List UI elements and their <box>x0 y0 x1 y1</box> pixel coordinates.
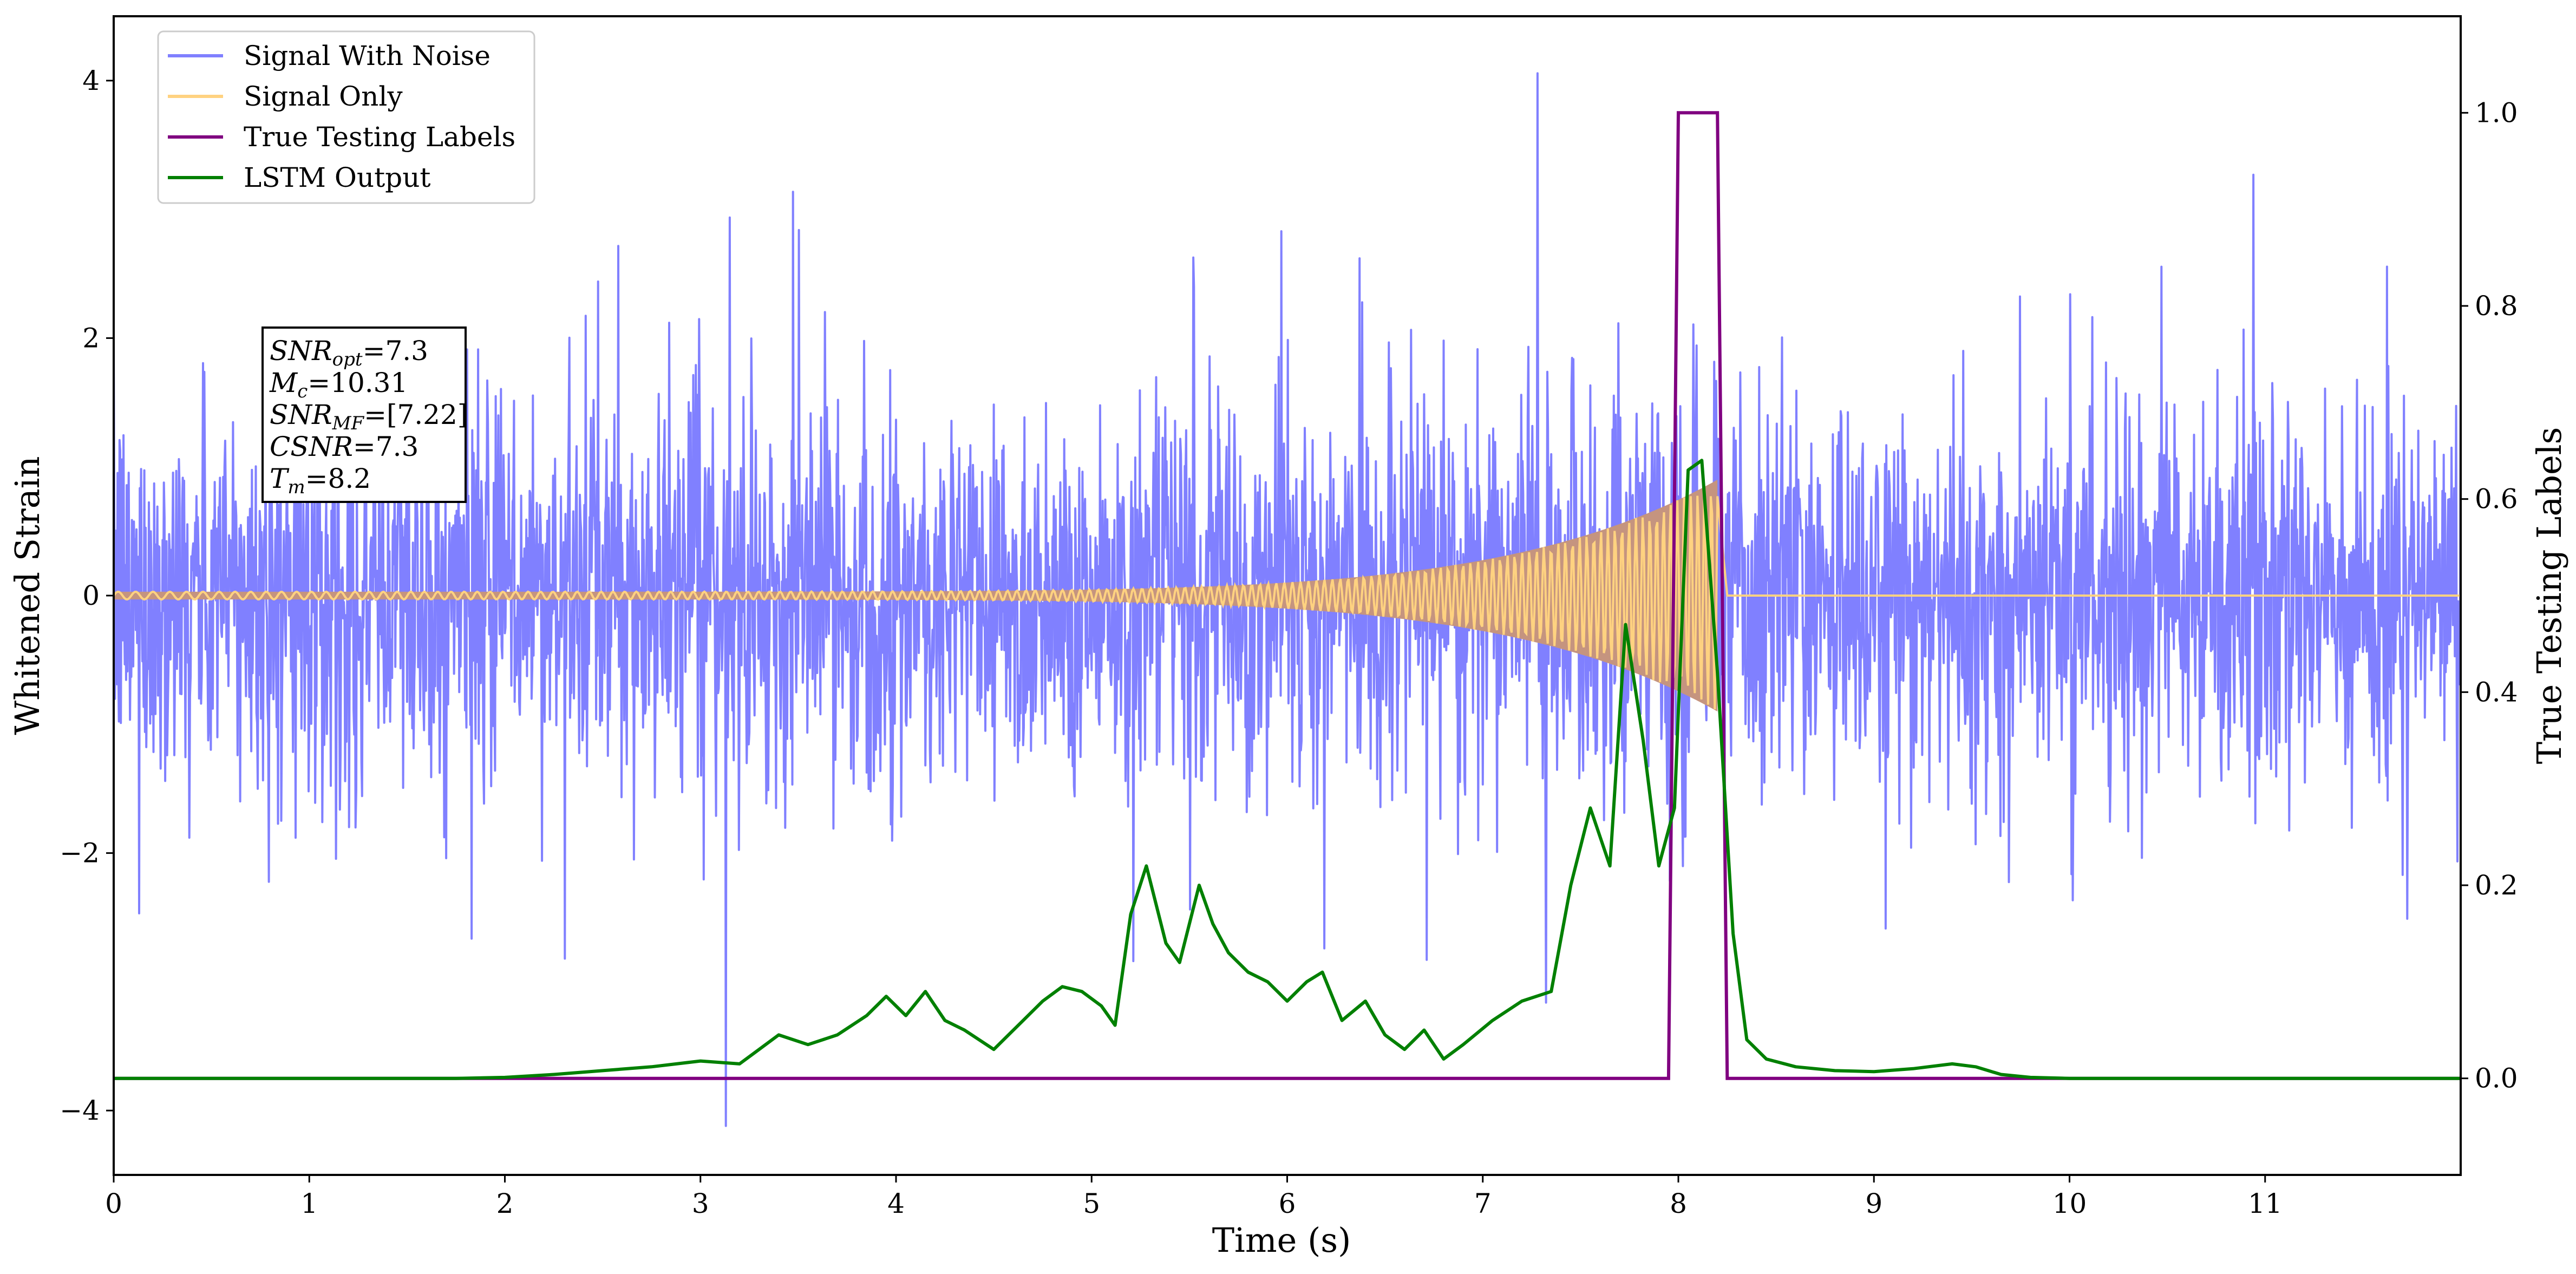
y-axis-left-label: Whitened Strain <box>8 456 47 735</box>
x-axis-label: Time (s) <box>1212 1220 1351 1260</box>
y-axis-right: 0.0 0.2 0.4 0.6 0.8 1.0 <box>2461 97 2518 1094</box>
y-right-tick-label: 0.8 <box>2475 290 2518 322</box>
x-tick-label: 5 <box>1083 1188 1100 1219</box>
legend-label: True Testing Labels <box>244 121 515 153</box>
legend-label: LSTM Output <box>244 162 430 193</box>
y-right-tick-label: 0.4 <box>2475 676 2518 708</box>
x-tick-label: 3 <box>692 1188 709 1219</box>
annotation-frame <box>261 326 467 503</box>
legend: Signal With Noise Signal Only True Testing… <box>157 30 535 204</box>
legend-frame <box>157 30 535 204</box>
x-tick-label: 11 <box>2248 1188 2283 1219</box>
x-tick-label: 0 <box>105 1188 122 1219</box>
x-axis: 0 1 2 3 4 5 6 7 8 9 10 11 <box>105 1175 2283 1219</box>
series-signal-with-noise <box>114 72 2461 1127</box>
legend-label: Signal Only <box>244 81 403 112</box>
series-true-testing-labels <box>114 111 2461 1080</box>
y-left-tick-label: −2 <box>60 838 100 869</box>
series-signal-only <box>114 495 2461 710</box>
y-right-tick-label: 0.2 <box>2475 870 2518 901</box>
x-tick-label: 6 <box>1279 1188 1296 1219</box>
y-left-tick-label: 0 <box>82 580 100 611</box>
annotation-line: Mc=10.31 <box>269 367 408 402</box>
annotation-line: Tm=8.2 <box>270 463 371 498</box>
annotation-line: SNRopt=7.3 <box>270 335 428 370</box>
x-tick-label: 8 <box>1670 1188 1687 1219</box>
y-left-tick-label: −4 <box>60 1095 100 1126</box>
y-axis-left: −4 −2 0 2 4 <box>60 65 114 1126</box>
plot-area <box>114 72 2461 1127</box>
y-axis-right-label: True Testing Labels <box>2529 427 2569 765</box>
x-tick-label: 7 <box>1474 1188 1492 1219</box>
x-tick-label: 9 <box>1865 1188 1882 1219</box>
x-tick-label: 2 <box>496 1188 514 1219</box>
x-tick-label: 4 <box>887 1188 905 1219</box>
x-tick-label: 1 <box>300 1188 318 1219</box>
y-right-tick-label: 0.0 <box>2475 1063 2518 1094</box>
x-tick-label: 10 <box>2052 1188 2087 1219</box>
annotation-line: SNRMF=[7.22] <box>270 399 468 434</box>
parameter-annotation-box: SNRopt=7.3Mc=10.31SNRMF=[7.22]CSNR=7.3Tm… <box>261 326 468 503</box>
y-left-tick-label: 4 <box>82 65 100 96</box>
y-left-tick-label: 2 <box>82 322 100 354</box>
annotation-line: CSNR=7.3 <box>270 431 419 462</box>
series-lstm-output <box>114 459 2461 1080</box>
legend-label: Signal With Noise <box>244 40 491 71</box>
y-right-tick-label: 1.0 <box>2475 97 2518 128</box>
y-right-tick-label: 0.6 <box>2475 484 2518 515</box>
